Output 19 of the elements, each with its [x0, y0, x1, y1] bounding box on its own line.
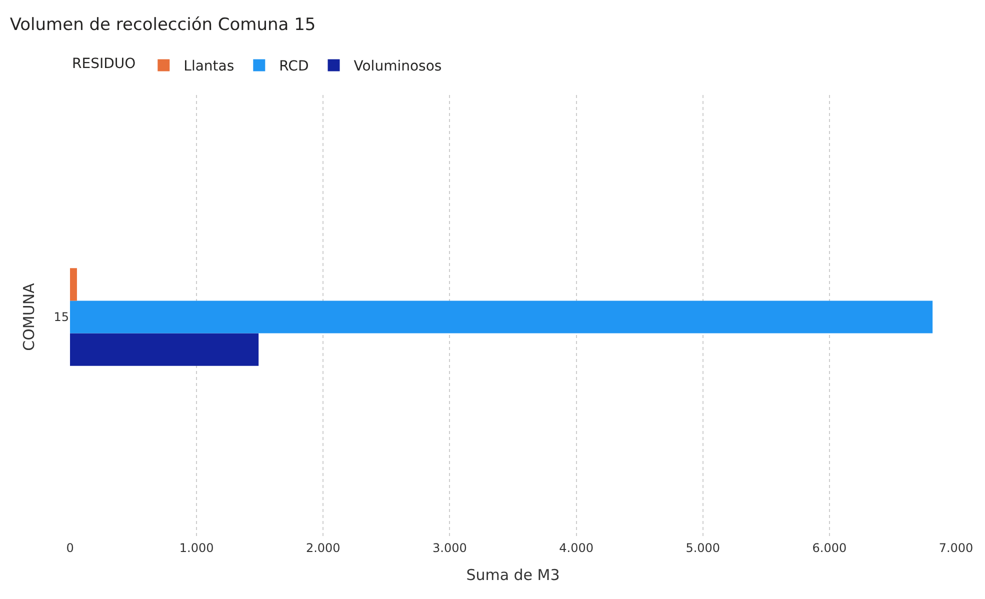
bar: [70, 268, 77, 301]
bar: [70, 300, 933, 334]
chart-title: Volumen de recolección Comuna 15: [10, 14, 316, 35]
x-tick-label: 5.000: [686, 541, 720, 555]
x-tick-label: 3.000: [432, 541, 467, 555]
x-tick-label: 7.000: [938, 541, 974, 555]
x-tick-label: 4.000: [559, 541, 594, 555]
y-axis-title: COMUNA: [20, 282, 38, 351]
x-axis-title: Suma de M3: [466, 566, 560, 584]
legend-title: RESIDUO: [72, 56, 136, 72]
legend-label: Llantas: [184, 58, 234, 75]
x-tick-label: 2.000: [306, 541, 340, 555]
legend-label: Voluminosos: [354, 58, 442, 75]
x-tick-label: 0: [66, 541, 74, 555]
x-tick-label: 6.000: [812, 541, 847, 555]
bar: [70, 333, 259, 366]
y-tick-label: 15: [54, 310, 69, 324]
legend-label: RCD: [279, 58, 309, 75]
x-tick-label: 1.000: [179, 541, 214, 555]
